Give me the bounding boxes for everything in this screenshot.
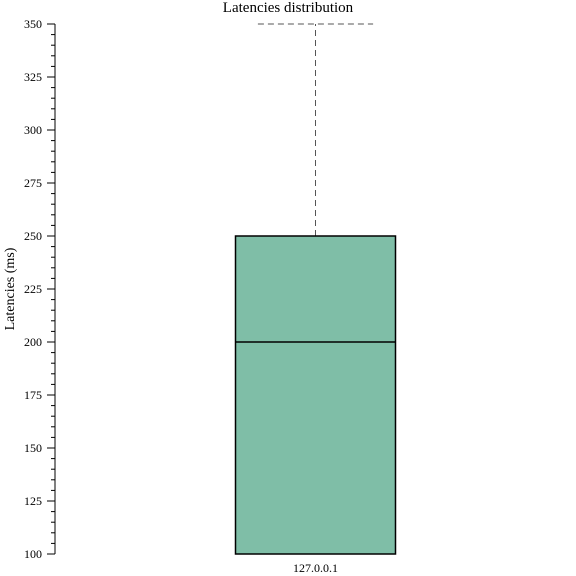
chart-title: Latencies distribution (223, 0, 354, 16)
y-tick-label: 350 (24, 17, 42, 31)
y-axis-label: Latencies (ms) (3, 247, 18, 330)
iqr-box (234, 235, 397, 555)
y-tick-label: 150 (24, 441, 42, 455)
y-tick-label: 275 (24, 176, 42, 190)
y-tick-label: 225 (24, 282, 42, 296)
box-series (234, 23, 397, 555)
y-tick-label: 175 (24, 388, 42, 402)
x-tick-label: 127.0.0.1 (293, 561, 338, 575)
box-127.0.0.1 (234, 23, 397, 555)
y-tick-label: 300 (24, 123, 42, 137)
y-tick-label: 100 (24, 547, 42, 561)
x-axis: 127.0.0.1 (293, 561, 338, 575)
y-axis: 100 125 150 175 200 225 250 275 300 325 350 (24, 17, 56, 561)
y-tick-label: 125 (24, 494, 42, 508)
y-tick-label: 200 (24, 335, 42, 349)
y-tick-label: 250 (24, 229, 42, 243)
y-tick-label: 325 (24, 70, 42, 84)
